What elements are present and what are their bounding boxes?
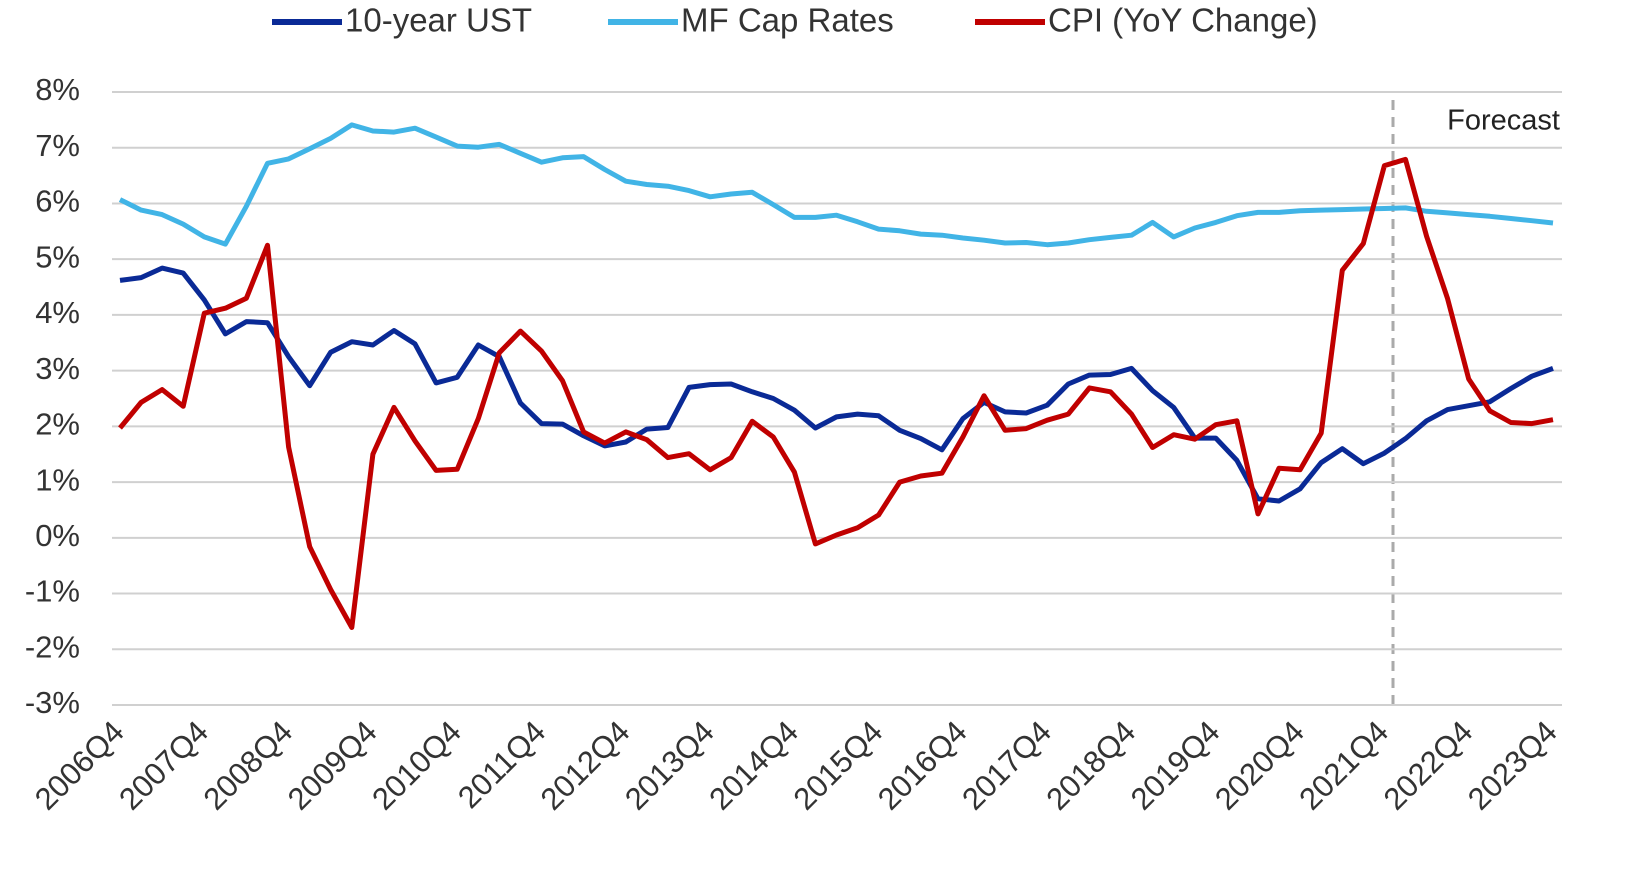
- legend-label: 10-year UST: [345, 2, 532, 39]
- y-tick-label: 0%: [35, 518, 80, 553]
- legend-label: MF Cap Rates: [681, 2, 894, 39]
- y-tick-label: -3%: [25, 685, 80, 720]
- line-series: [119, 265, 1554, 504]
- y-tick-label: 2%: [35, 407, 80, 442]
- annotation: Forecast: [1447, 105, 1560, 137]
- x-tick-label: 2009Q4: [281, 714, 384, 817]
- y-tick-label: 1%: [35, 462, 80, 497]
- y-tick-label: 4%: [35, 295, 80, 330]
- x-tick-label: 2022Q4: [1377, 714, 1480, 817]
- x-tick-label: 2006Q4: [28, 714, 131, 817]
- legend-label: CPI (YoY Change): [1048, 2, 1318, 39]
- line-series: [118, 122, 1554, 248]
- x-tick-label: 2013Q4: [618, 714, 721, 817]
- x-tick-label: 2011Q4: [451, 714, 552, 815]
- y-tick-label: 3%: [35, 351, 80, 386]
- x-tick-label: 2023Q4: [1461, 714, 1564, 817]
- x-tick-label: 2010Q4: [365, 714, 468, 817]
- x-tick-label: 2018Q4: [1040, 714, 1143, 817]
- x-tick-label: 2012Q4: [534, 714, 637, 817]
- x-tick-label: 2016Q4: [871, 714, 974, 817]
- y-tick-label: -1%: [25, 574, 80, 609]
- x-tick-label: 2017Q4: [955, 714, 1058, 817]
- plot: -3%-2%-1%0%1%2%3%4%5%6%7%8%2006Q42007Q42…: [25, 2, 1564, 817]
- x-tick-label: 2015Q4: [787, 714, 890, 817]
- x-tick-label: 2021Q4: [1292, 714, 1395, 817]
- x-tick-label: 2008Q4: [197, 714, 300, 817]
- line-series: [118, 156, 1554, 630]
- y-tick-label: 5%: [35, 239, 80, 274]
- y-tick-label: 7%: [35, 128, 80, 163]
- x-tick-label: 2014Q4: [702, 714, 805, 817]
- x-tick-label: 2020Q4: [1208, 714, 1311, 817]
- x-tick-label: 2019Q4: [1124, 714, 1227, 817]
- y-tick-label: -2%: [25, 629, 80, 664]
- y-tick-label: 6%: [35, 184, 80, 219]
- y-tick-label: 8%: [35, 72, 80, 107]
- x-tick-label: 2007Q4: [112, 714, 215, 817]
